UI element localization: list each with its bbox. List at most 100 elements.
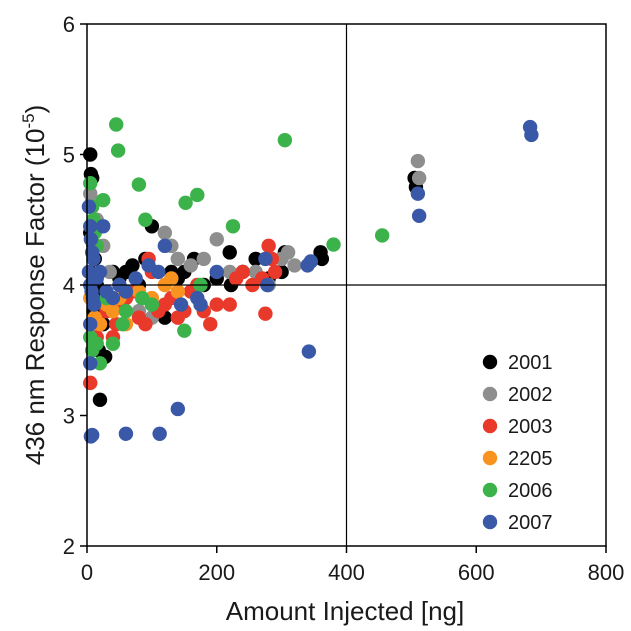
point-2007-27 [170,401,186,417]
point-2006-18 [138,212,153,227]
point-2007-31 [209,264,224,280]
point-2007-36 [303,254,319,269]
point-2007-1 [83,219,98,234]
y-axis-title-main: 436 nm Response Factor (10 [20,129,50,466]
y-axis-title-superscript: -5 [19,113,38,128]
point-2002-13 [196,251,211,267]
point-2006-24 [225,219,241,234]
point-2003-26 [235,264,250,280]
x-tick-label-200: 200 [198,560,235,585]
y-tick-label-4: 4 [63,273,75,298]
point-2002-21 [410,153,426,169]
legend-marker-2002 [482,386,498,402]
y-tick-label-6: 6 [63,12,75,37]
legend-marker-2001 [482,354,498,370]
point-2006-27 [374,228,390,243]
point-2006-13 [110,143,126,158]
y-axis-title: 436 nm Response Factor (10-5) [19,105,50,466]
legend-label-2007: 2007 [508,512,553,534]
point-2001-29 [222,245,237,260]
point-2205-11 [170,284,186,299]
point-2007-38 [411,208,427,224]
point-2007-28 [173,297,189,312]
point-2002-19 [280,245,296,260]
point-2007-18 [105,290,121,306]
point-2002-20 [287,258,302,273]
point-2006-11 [105,336,121,351]
point-2006-20 [177,323,192,338]
point-2007-2 [83,232,99,247]
y-tick-label-3: 3 [63,404,75,429]
legend-marker-2003 [482,418,498,434]
point-2007-11 [83,356,98,371]
point-2007-21 [118,284,134,299]
point-2003-23 [209,297,224,312]
legend-label-2006: 2006 [508,480,553,502]
point-2003-29 [258,306,273,321]
point-2007-25 [152,426,167,441]
plot-area [81,117,539,444]
point-2002-22 [411,170,427,186]
point-2006-25 [277,132,293,148]
point-2007-10 [83,316,98,332]
point-2007-4 [86,251,101,267]
point-2007-0 [81,199,97,214]
point-2006-21 [178,195,193,210]
point-2003-32 [267,264,283,280]
x-tick-label-400: 400 [328,560,365,585]
legend: 2001 2002 2003 2205 2006 2007 [482,352,553,534]
point-2205-4 [105,303,121,319]
legend-label-2205: 2205 [508,448,553,470]
point-2006-9 [96,192,111,208]
point-2002-12 [183,258,198,273]
point-2006-12 [108,117,124,132]
point-2003-30 [261,238,276,254]
point-2205-10 [164,271,179,286]
point-2006-26 [326,237,341,252]
x-axis-title: Amount Injected [ng] [226,596,464,626]
point-2003-24 [222,297,237,312]
legend-label-2003: 2003 [508,416,553,438]
y-tick-label-5: 5 [63,143,75,168]
point-2007-24 [151,264,166,280]
legend-marker-2006 [482,482,498,498]
point-2002-11 [170,251,186,267]
x-tick-label-800: 800 [588,560,625,585]
point-2007-26 [157,238,173,254]
legend-label-2001: 2001 [508,352,553,374]
point-2003-22 [203,316,218,332]
point-2006-19 [144,297,160,312]
point-2007-20 [118,426,134,441]
x-tick-label-0: 0 [81,560,93,585]
point-2002-14 [209,232,224,247]
point-2003-11 [138,316,153,332]
y-axis-title-end: ) [20,105,50,114]
point-2006-15 [118,303,134,319]
axes: 0 200 400 600 800 2 3 4 5 6 [63,12,625,585]
point-2006-16 [131,177,147,192]
point-2007-22 [128,271,143,286]
point-2007-32 [258,251,273,267]
point-2001-37 [314,251,330,267]
point-2007-9 [86,297,102,312]
point-2001-17 [125,258,140,273]
point-2002-9 [157,225,173,240]
point-2007-30 [193,297,208,312]
x-tick-label-600: 600 [458,560,495,585]
legend-label-2002: 2002 [508,384,553,406]
point-2006-0 [83,176,98,191]
point-2003-0 [83,375,98,391]
legend-marker-2205 [482,450,498,466]
point-2006-14 [115,316,130,332]
point-2007-15 [92,264,108,280]
point-2007-40 [524,127,539,143]
point-2007-37 [410,186,426,201]
point-2006-22 [190,187,205,203]
point-2006-7 [89,336,104,351]
point-2007-35 [301,344,317,359]
point-2001-13 [92,392,108,408]
legend-marker-2007 [482,514,498,530]
point-2007-13 [84,427,100,443]
point-2007-16 [96,219,111,234]
